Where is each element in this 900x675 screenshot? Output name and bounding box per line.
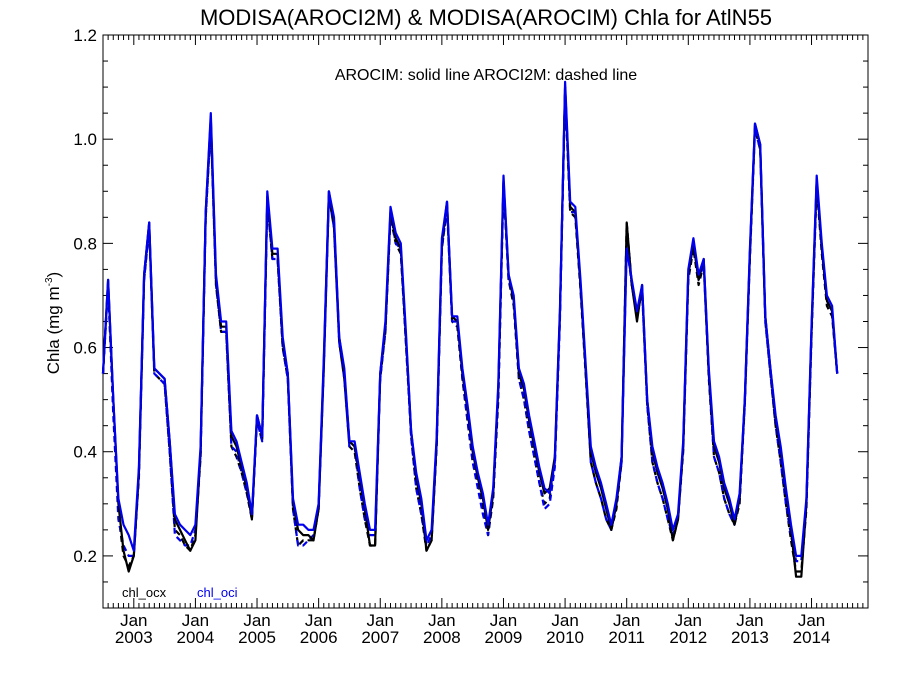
y-tick-label: 0.8 bbox=[73, 234, 97, 253]
x-tick-label-year: 2006 bbox=[300, 628, 338, 647]
x-tick-label-month: Jan bbox=[305, 611, 332, 630]
x-tick-label-month: Jan bbox=[675, 611, 702, 630]
y-axis-label: Chla (mg m-3) bbox=[44, 272, 63, 374]
x-tick-label-month: Jan bbox=[490, 611, 517, 630]
y-tick-label: 1.0 bbox=[73, 130, 97, 149]
y-tick-label: 1.2 bbox=[73, 26, 97, 45]
x-tick-label-year: 2007 bbox=[361, 628, 399, 647]
y-axis-label-close: ) bbox=[44, 272, 63, 278]
legend-label-chl-oci: chl_oci bbox=[197, 585, 238, 600]
x-tick-label-year: 2012 bbox=[669, 628, 707, 647]
x-tick-label-year: 2013 bbox=[731, 628, 769, 647]
x-tick-label-year: 2005 bbox=[238, 628, 276, 647]
y-axis-label-text: Chla (mg m bbox=[44, 286, 63, 374]
x-tick-label-year: 2011 bbox=[608, 628, 645, 647]
line-style-annotation: AROCIM: solid line AROCI2M: dashed line bbox=[335, 67, 637, 84]
y-tick-label: 0.6 bbox=[73, 339, 97, 358]
x-tick-label-month: Jan bbox=[798, 611, 825, 630]
x-tick-label-year: 2008 bbox=[423, 628, 461, 647]
x-tick-label-month: Jan bbox=[367, 611, 394, 630]
x-tick-label-year: 2003 bbox=[115, 628, 153, 647]
x-tick-label-month: Jan bbox=[736, 611, 763, 630]
chart-title: MODISA(AROCI2M) & MODISA(AROCIM) Chla fo… bbox=[200, 5, 772, 30]
x-tick-label-month: Jan bbox=[182, 611, 209, 630]
y-tick-label: 0.4 bbox=[73, 443, 97, 462]
series-line-arocim-chl-oci bbox=[101, 80, 839, 558]
plot-area: 0.20.40.60.81.01.2Jan2003Jan2004Jan2005J… bbox=[73, 26, 869, 647]
x-tick-label-month: Jan bbox=[613, 611, 640, 630]
x-tick-label-month: Jan bbox=[243, 611, 270, 630]
x-tick-label-month: Jan bbox=[551, 611, 578, 630]
x-tick-label-year: 2004 bbox=[177, 628, 215, 647]
x-tick-label-month: Jan bbox=[428, 611, 455, 630]
x-tick-label-year: 2010 bbox=[546, 628, 584, 647]
x-tick-label-year: 2014 bbox=[793, 628, 831, 647]
x-tick-label-year: 2009 bbox=[485, 628, 523, 647]
y-tick-label: 0.2 bbox=[73, 547, 97, 566]
x-tick-label-month: Jan bbox=[120, 611, 147, 630]
y-axis-label-superscript: -3 bbox=[44, 277, 55, 286]
legend-label-chl-ocx: chl_ocx bbox=[122, 585, 167, 600]
